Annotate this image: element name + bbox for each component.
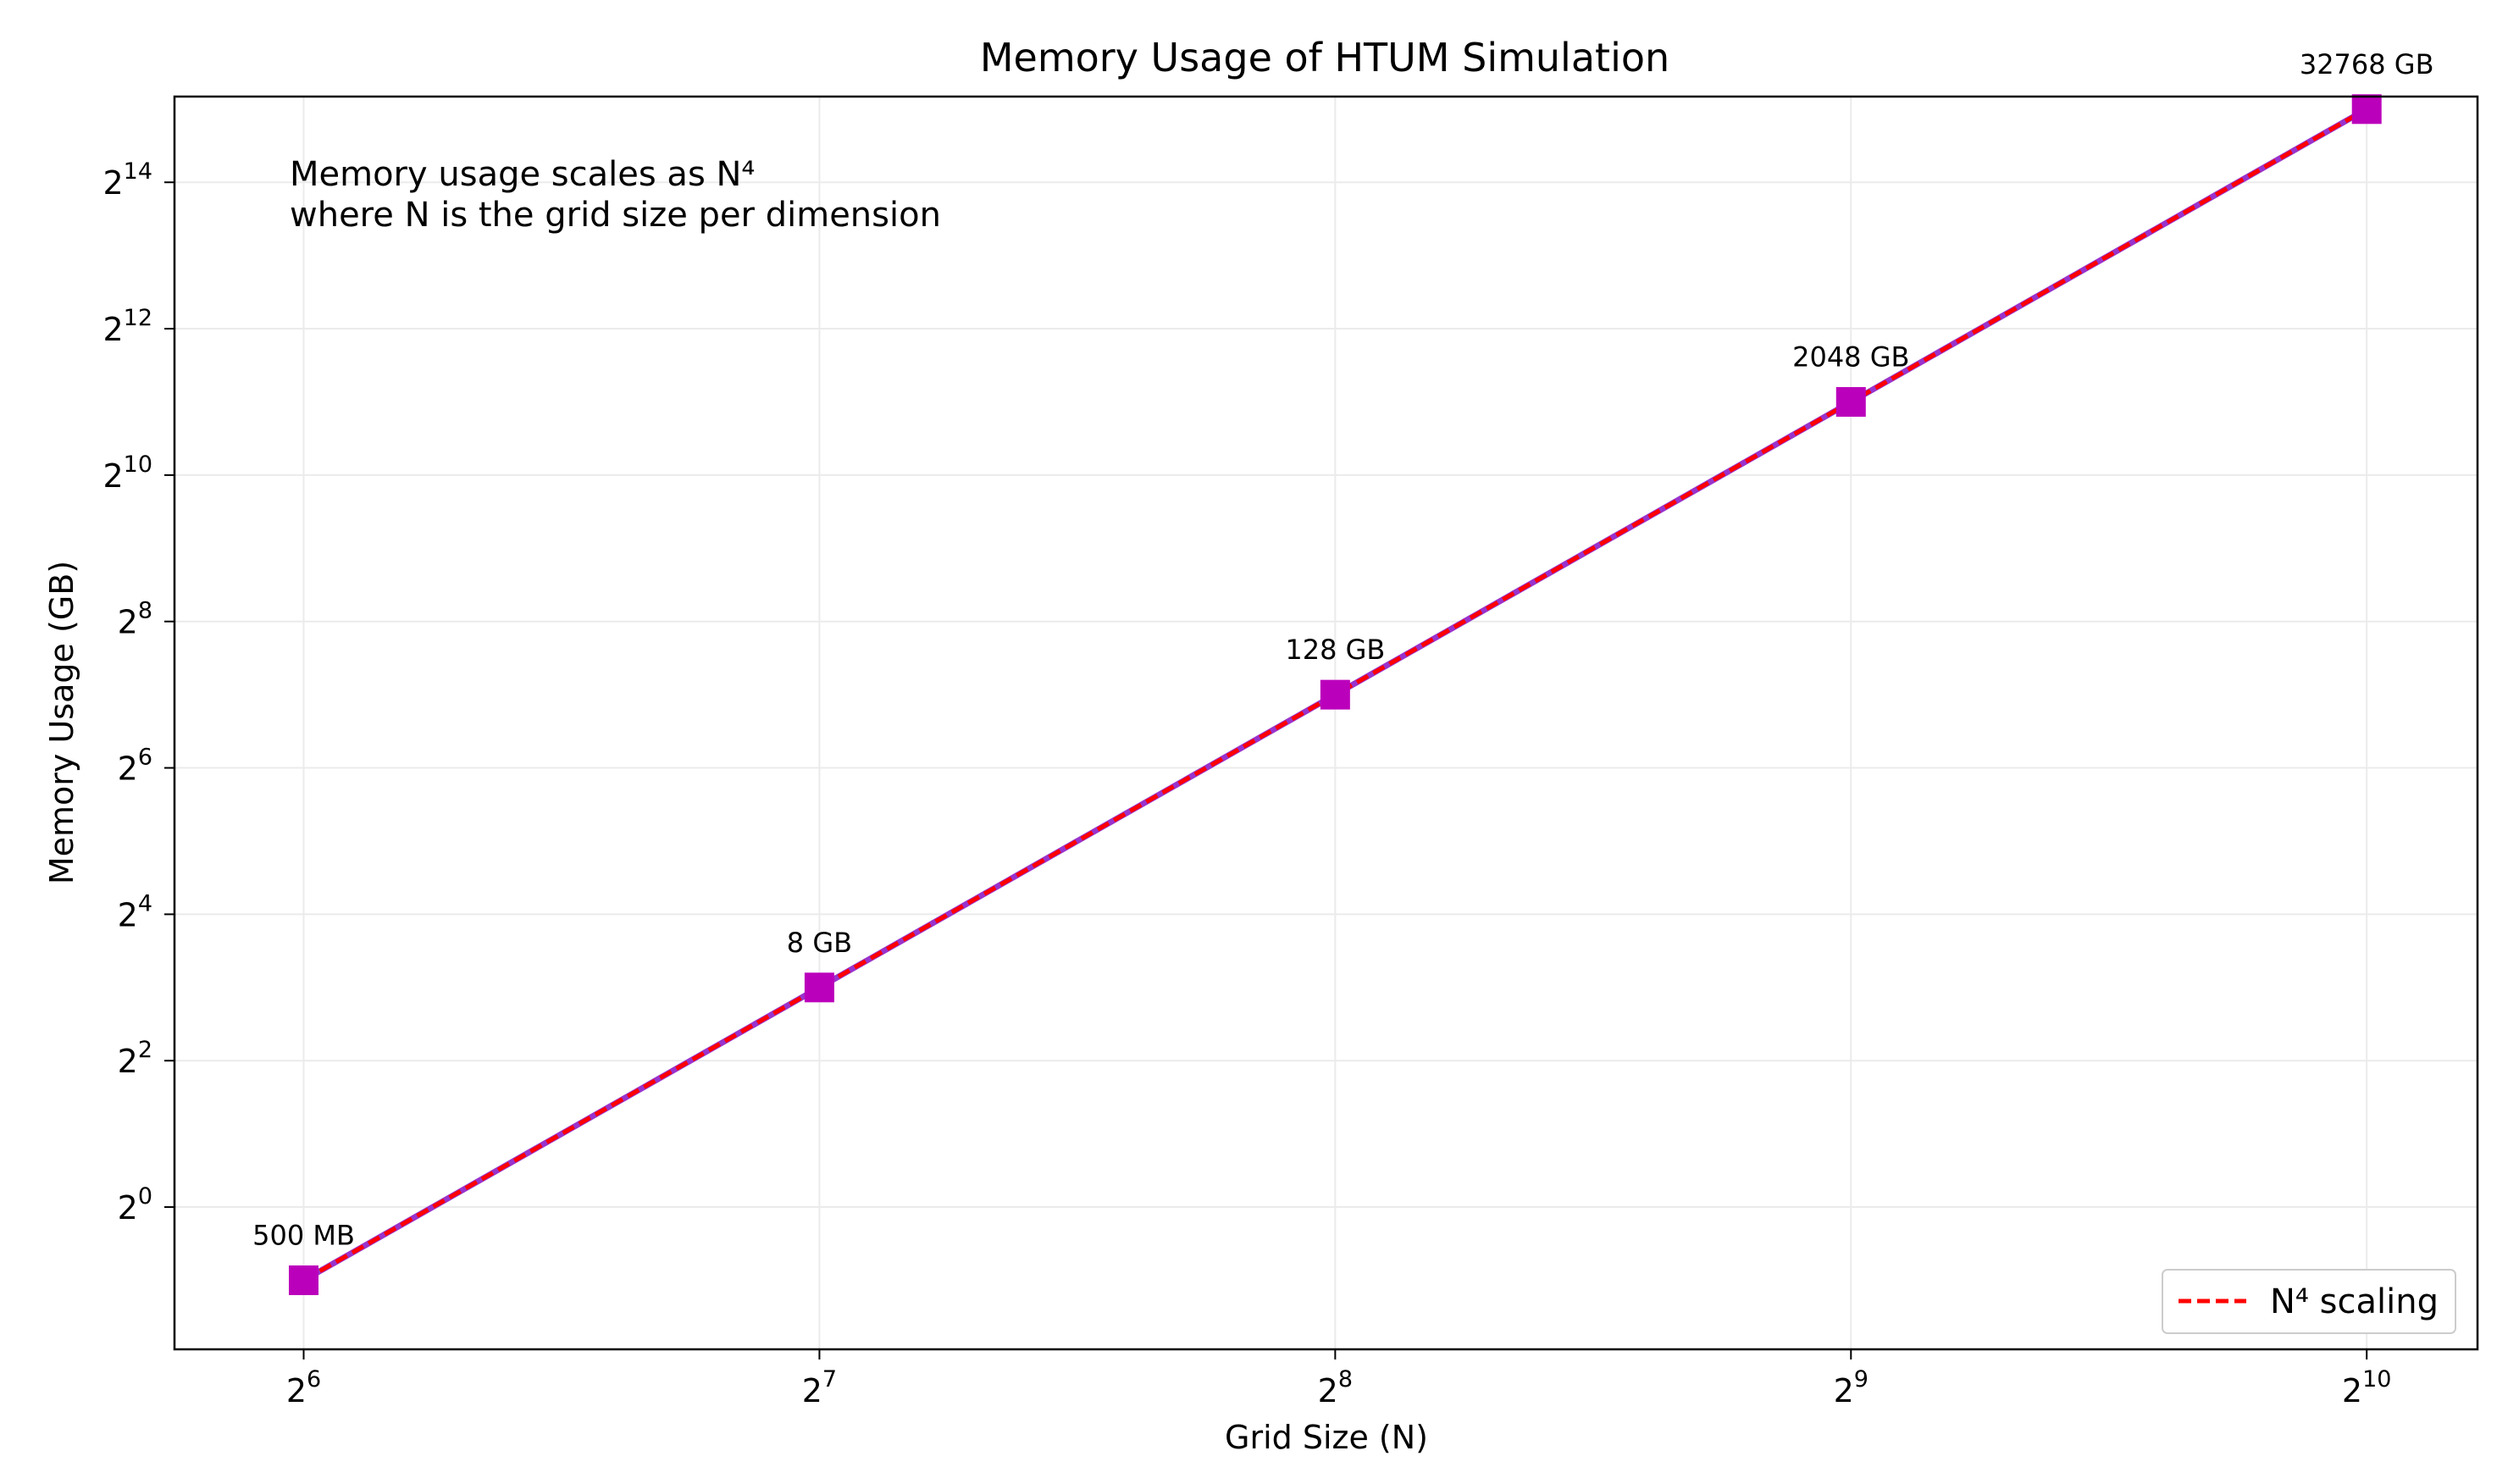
y-tick-label-1024: 210 xyxy=(102,451,152,495)
data-label-64: 500 MB xyxy=(252,1219,355,1251)
y-tick-label-256: 28 xyxy=(118,598,152,641)
data-point-128 xyxy=(804,972,834,1003)
plot-frame xyxy=(173,95,2479,1351)
annotation-line-1: Memory usage scales as N⁴ xyxy=(290,155,755,194)
x-tick-label-1024: 210 xyxy=(2342,1366,2392,1409)
marker-layer xyxy=(289,94,2382,1295)
y-tick-label-16384: 214 xyxy=(102,158,152,202)
y-tick-label-4: 22 xyxy=(118,1037,152,1080)
data-label-512: 2048 GB xyxy=(1792,341,1909,373)
legend: N⁴ scaling xyxy=(2162,1269,2456,1334)
data-point-256 xyxy=(1320,679,1350,710)
x-tick-label-256: 28 xyxy=(1318,1366,1353,1409)
tick-layer: 26 27 28 29 210 20 22 24 26 28 210 212 214 xyxy=(102,158,2391,1409)
data-point-1024 xyxy=(2351,94,2382,125)
x-tick-label-512: 29 xyxy=(1834,1366,1869,1409)
y-tick-label-4096: 212 xyxy=(102,305,152,348)
data-point-512 xyxy=(1835,386,1866,417)
annotation: Memory usage scales as N⁴ where N is the… xyxy=(290,155,941,235)
data-label-layer: 500 MB 8 GB 128 GB 2048 GB 32768 GB xyxy=(252,48,2433,1252)
data-label-1024: 32768 GB xyxy=(2300,48,2434,80)
x-axis-label: Grid Size (N) xyxy=(1225,1419,1428,1456)
x-tick-label-128: 27 xyxy=(802,1366,837,1409)
y-tick-label-1: 20 xyxy=(118,1183,152,1227)
data-label-256: 128 GB xyxy=(1285,634,1385,666)
annotation-line-2: where N is the grid size per dimension xyxy=(290,196,941,235)
y-tick-label-16: 24 xyxy=(118,890,152,933)
data-label-128: 8 GB xyxy=(787,927,852,959)
y-tick-label-64: 26 xyxy=(118,745,152,788)
legend-box xyxy=(2162,1269,2456,1334)
x-tick-label-64: 26 xyxy=(286,1366,321,1409)
y-axis-label: Memory Usage (GB) xyxy=(43,561,80,884)
grid xyxy=(174,97,2478,1349)
data-point-64 xyxy=(289,1265,319,1295)
legend-label-n4-scaling: N⁴ scaling xyxy=(2270,1282,2439,1321)
chart-title: Memory Usage of HTUM Simulation xyxy=(980,35,1669,80)
